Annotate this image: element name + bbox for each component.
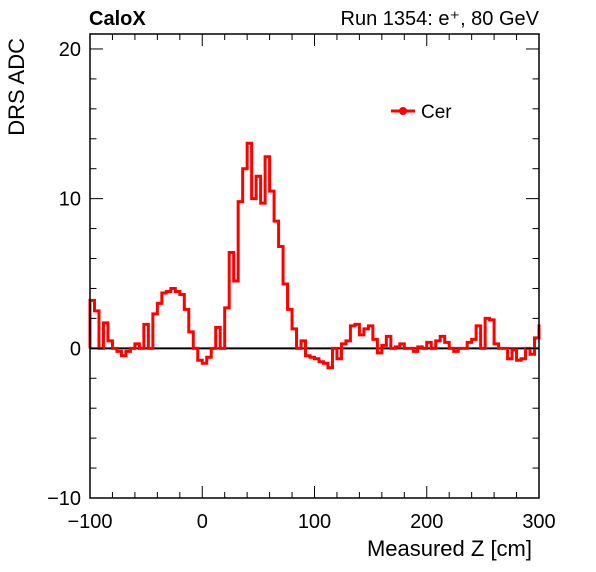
x-tick-label: 200 xyxy=(410,511,443,533)
histogram-series-cer xyxy=(88,141,541,370)
run-info-label: Run 1354: e⁺, 80 GeV xyxy=(341,8,540,30)
x-tick-label: −100 xyxy=(67,511,112,533)
plot-border xyxy=(89,33,540,499)
plot-frame xyxy=(89,33,540,499)
x-tick-label: 0 xyxy=(197,511,208,533)
series-line-cer xyxy=(88,141,541,370)
y-tick-label: 20 xyxy=(59,39,81,61)
axis-ticks xyxy=(89,34,540,499)
y-tick-label: −10 xyxy=(47,488,81,510)
y-tick-label: 10 xyxy=(59,189,81,211)
y-axis-title: DRS ADC xyxy=(4,38,29,136)
x-tick-label: 300 xyxy=(522,511,555,533)
legend-label: Cer xyxy=(421,102,452,123)
x-axis-title: Measured Z [cm] xyxy=(367,536,532,561)
experiment-label: CaloX xyxy=(89,8,146,30)
legend: Cer xyxy=(391,102,452,123)
y-tick-label: 0 xyxy=(70,338,81,360)
legend-dot-marker xyxy=(399,107,407,115)
x-tick-label: 100 xyxy=(298,511,331,533)
